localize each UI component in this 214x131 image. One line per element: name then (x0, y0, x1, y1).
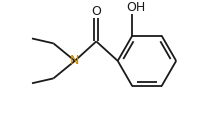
Text: O: O (91, 5, 101, 18)
Text: N: N (70, 54, 80, 67)
Text: OH: OH (127, 1, 146, 14)
